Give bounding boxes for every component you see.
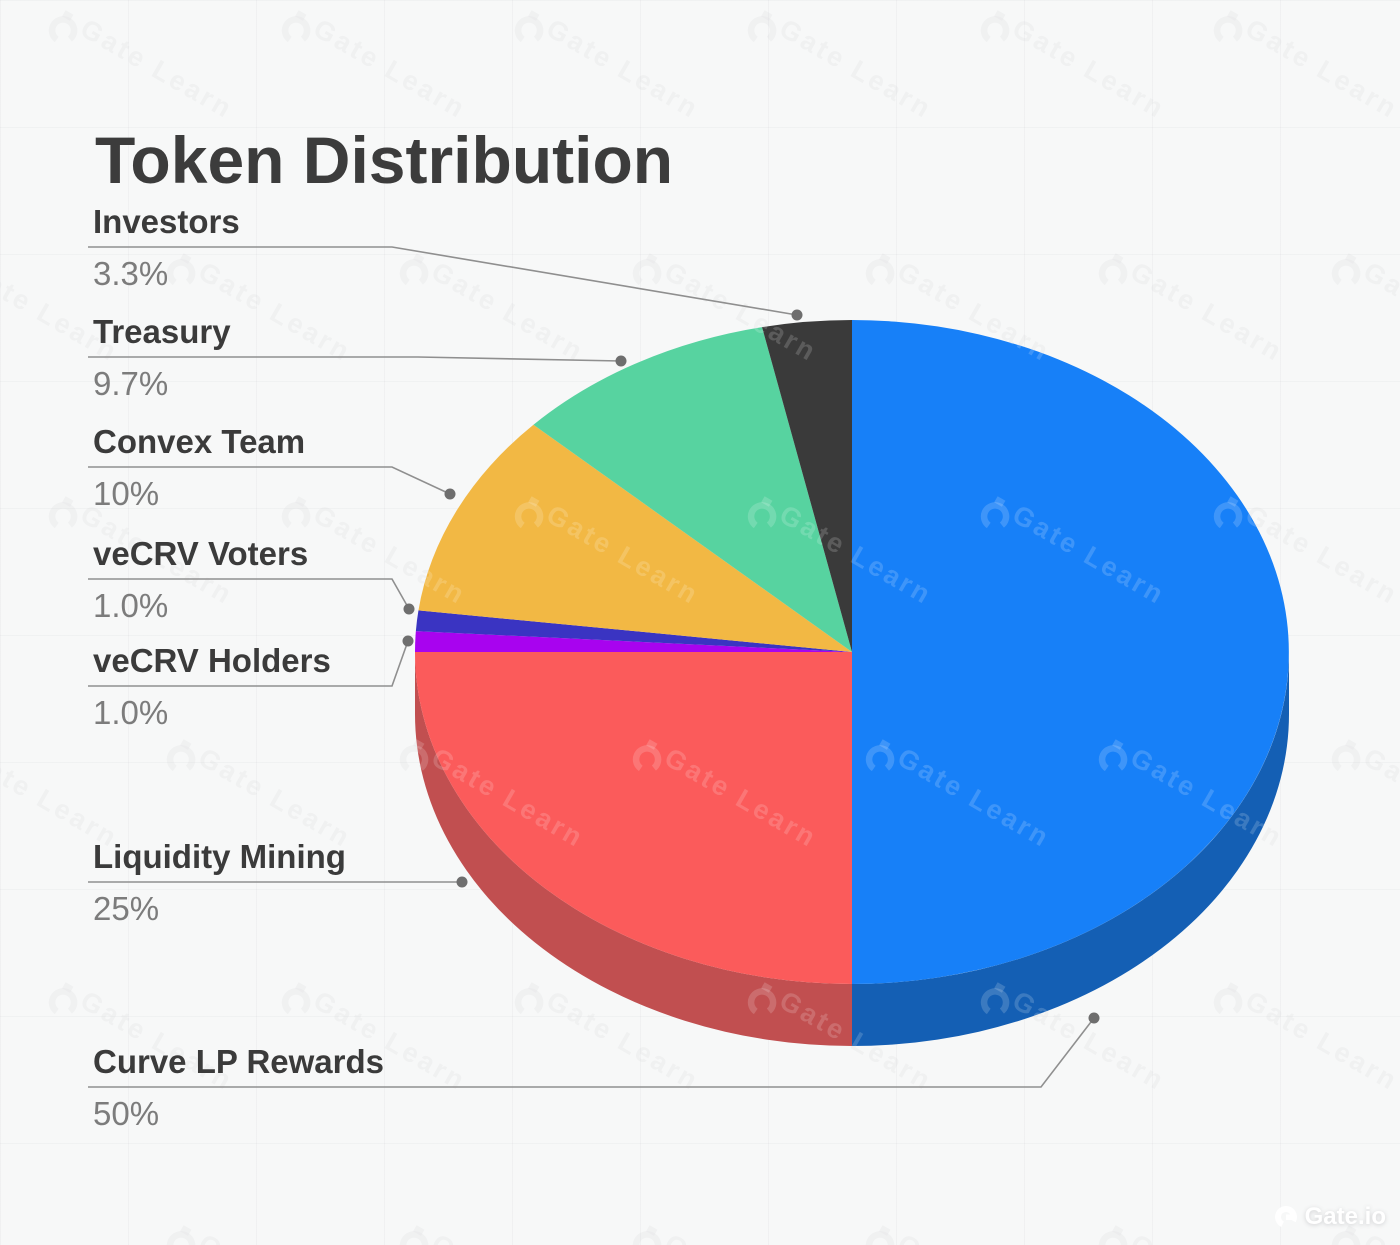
- leader-line-vecrv-holders: [88, 640, 409, 687]
- pie-slice-investors: [762, 320, 852, 652]
- label-percent: 50%: [93, 1095, 160, 1132]
- label-vecrv-voters: veCRV Voters 1.0%: [93, 534, 308, 624]
- svg-text:Gate Learn: Gate Learn: [0, 1228, 124, 1245]
- label-name: veCRV Voters: [93, 535, 309, 572]
- svg-text:Gate Learn: Gate Learn: [1008, 985, 1171, 1097]
- label-percent: 25%: [93, 890, 160, 927]
- pie-3d-sides: [415, 652, 1289, 1046]
- svg-text:Gate Learn: Gate Learn: [1241, 985, 1400, 1097]
- svg-text:Gate Learn: Gate Learn: [427, 256, 590, 368]
- pie-slice-convex-team: [418, 424, 852, 652]
- leader-dot-treasury: [615, 355, 627, 367]
- svg-text:Gate Learn: Gate Learn: [1126, 256, 1289, 368]
- gate-g-icon: [1274, 1206, 1297, 1228]
- pie-slice-vecrv-voters: [415, 610, 852, 652]
- pie-side-liquidity-mining: [415, 652, 852, 1046]
- label-percent: 1.0%: [93, 587, 169, 624]
- label-name: Investors: [93, 203, 240, 240]
- svg-text:Gate Learn: Gate Learn: [1008, 13, 1171, 125]
- gateio-logo: Gate.io: [1274, 1203, 1386, 1231]
- pie-slices: [415, 320, 1289, 984]
- gateio-logo-text: Gate.io: [1304, 1203, 1386, 1230]
- svg-text:Gate Learn: Gate Learn: [76, 13, 239, 125]
- label-percent: 1.0%: [93, 694, 169, 731]
- label-name: veCRV Holders: [93, 642, 331, 679]
- label-percent: 10%: [93, 475, 160, 512]
- leader-line-curve-lp-rewards: [88, 1017, 1095, 1088]
- svg-text:Gate Learn: Gate Learn: [1359, 256, 1400, 368]
- svg-text:Gate Learn: Gate Learn: [309, 13, 472, 125]
- svg-text:Gate Learn: Gate Learn: [0, 1228, 124, 1245]
- svg-text:Gate Learn: Gate Learn: [1241, 13, 1400, 125]
- label-percent: 9.7%: [93, 365, 169, 402]
- label-percent: 3.3%: [93, 255, 169, 292]
- label-liquidity-mining: Liquidity Mining 25%: [93, 837, 346, 927]
- svg-text:Gate Learn: Gate Learn: [1359, 742, 1400, 854]
- label-convex-team: Convex Team 10%: [93, 422, 305, 512]
- pie-slice-curve-lp-rewards: [852, 320, 1289, 984]
- leader-line-vecrv-voters: [88, 578, 410, 610]
- svg-text:Gate Learn: Gate Learn: [893, 1228, 1056, 1245]
- page-title: Token Distribution: [95, 123, 674, 198]
- leader-dot-vecrv-voters: [403, 603, 415, 615]
- svg-text:Gate Learn: Gate Learn: [194, 1228, 357, 1245]
- label-vecrv-holders: veCRV Holders 1.0%: [93, 641, 331, 731]
- label-curve-lp-rewards: Curve LP Rewards 50%: [93, 1042, 384, 1132]
- svg-text:Gate Learn: Gate Learn: [660, 1228, 823, 1245]
- pie-side-curve-lp-rewards: [852, 652, 1289, 1046]
- leader-line-treasury: [88, 356, 622, 362]
- leader-line-convex-team: [88, 466, 451, 495]
- label-treasury: Treasury 9.7%: [93, 312, 231, 402]
- leader-dot-curve-lp-rewards: [1088, 1012, 1100, 1024]
- label-name: Curve LP Rewards: [93, 1043, 385, 1080]
- svg-text:Gate Learn: Gate Learn: [427, 1228, 590, 1245]
- pie-slice-vecrv-holders: [415, 631, 852, 652]
- leader-line-investors: [88, 246, 798, 316]
- label-name: Liquidity Mining: [93, 838, 346, 875]
- svg-text:Gate Learn: Gate Learn: [1126, 1228, 1289, 1245]
- leader-dot-vecrv-holders: [402, 635, 414, 647]
- leader-lines: [88, 246, 1100, 1088]
- label-name: Treasury: [93, 313, 231, 350]
- leader-dot-convex-team: [444, 488, 456, 500]
- pie-slice-liquidity-mining: [415, 652, 852, 984]
- label-investors: Investors 3.3%: [93, 202, 240, 292]
- svg-text:Gate Learn: Gate Learn: [775, 13, 938, 125]
- label-name: Convex Team: [93, 423, 306, 460]
- leader-dot-investors: [791, 309, 803, 321]
- pie-slice-treasury: [533, 327, 852, 652]
- leader-dot-liquidity-mining: [456, 876, 468, 888]
- svg-text:Gate Learn: Gate Learn: [542, 13, 705, 125]
